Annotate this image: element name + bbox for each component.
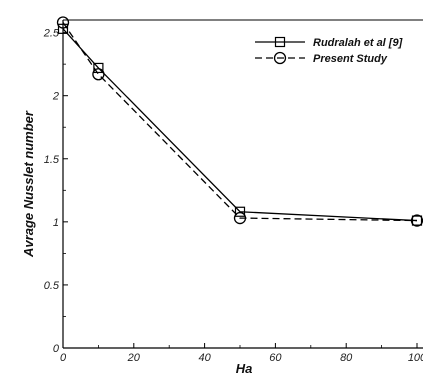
data-point-circle bbox=[56, 16, 70, 29]
series-line bbox=[62, 22, 418, 222]
y-tick-label: 0.5 bbox=[44, 280, 60, 292]
x-axis: 0 20 40 60 80 100 bbox=[60, 343, 423, 364]
legend-marker bbox=[274, 36, 286, 48]
x-tick-label: 60 bbox=[269, 352, 282, 364]
legend-item: Present Study bbox=[255, 51, 388, 65]
x-tick-label: 0 bbox=[60, 352, 67, 364]
data-point-square bbox=[411, 215, 423, 226]
data-point-square bbox=[57, 23, 69, 34]
data-point-circle bbox=[233, 211, 247, 225]
y-tick-label: 2 bbox=[52, 91, 59, 103]
plot-area bbox=[62, 19, 423, 349]
series-1 bbox=[57, 23, 423, 226]
x-tick-label: 100 bbox=[408, 352, 423, 364]
x-tick-label: 20 bbox=[127, 352, 141, 364]
x-tick-label: 80 bbox=[340, 352, 353, 364]
y-tick-label: 1 bbox=[53, 217, 59, 229]
series-line bbox=[62, 28, 418, 222]
legend: Rudralah et al [9] Present Study bbox=[255, 36, 403, 65]
y-tick-label: 0 bbox=[53, 343, 60, 355]
x-axis-title: Ha bbox=[236, 361, 253, 376]
y-tick-label: 2.5 bbox=[43, 28, 60, 40]
legend-item: Rudralah et al [9] bbox=[255, 36, 403, 49]
data-point-circle bbox=[92, 68, 105, 81]
data-point-square bbox=[93, 62, 104, 74]
legend-marker bbox=[273, 51, 287, 65]
data-point-square bbox=[234, 206, 246, 217]
y-axis: 0 0.5 1 1.5 2 2.5 bbox=[43, 28, 68, 355]
legend-label: Rudralah et al [9] bbox=[313, 37, 403, 49]
y-axis-title: Avrage Nusslet number bbox=[21, 110, 36, 258]
legend-label: Present Study bbox=[313, 53, 388, 65]
y-tick-label: 1.5 bbox=[44, 154, 60, 166]
x-tick-label: 40 bbox=[198, 352, 211, 364]
